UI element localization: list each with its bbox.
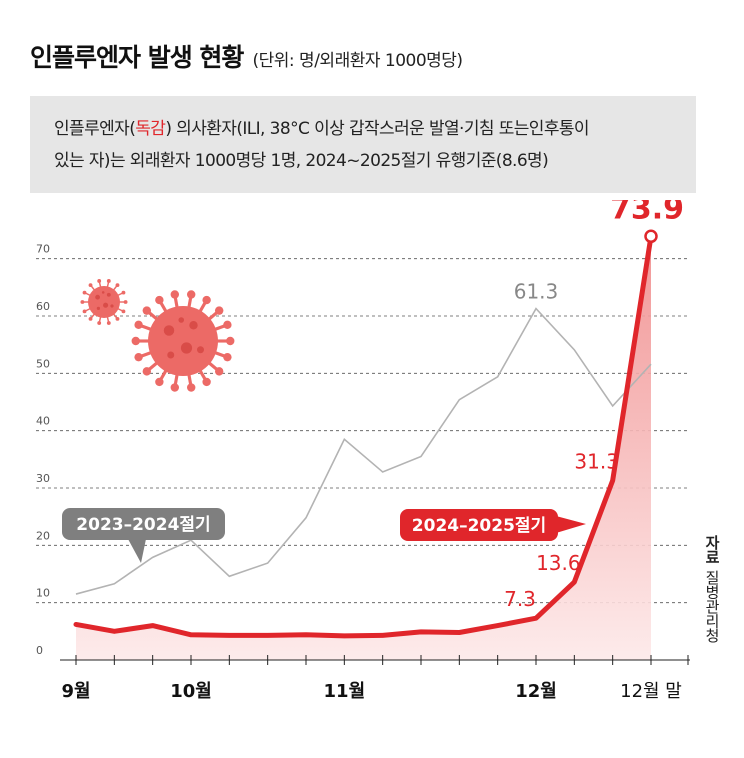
- virus-spike-tip: [115, 283, 120, 288]
- virus-dot: [189, 321, 198, 330]
- virus-spike-tip: [80, 300, 85, 304]
- virus-dot: [167, 351, 175, 359]
- virus-spike-tip: [142, 367, 152, 376]
- title-row: 인플루엔자 발생 현황 (단위: 명/외래환자 1000명당): [30, 38, 463, 74]
- virus-spike-tip: [82, 309, 87, 314]
- x-tick-label: 12월: [515, 681, 557, 702]
- area-fill: [76, 236, 651, 660]
- tag-2024-2025: 2024–2025절기: [400, 509, 586, 541]
- virus-spike-tip: [170, 383, 179, 392]
- chart-title: 인플루엔자 발생 현황: [30, 43, 244, 72]
- virus-dot: [110, 304, 114, 308]
- virus-spike-tip: [223, 352, 232, 362]
- virus-dot: [101, 291, 105, 294]
- source-org: 질병관리청: [703, 570, 721, 643]
- virus-spike-tip: [155, 377, 164, 387]
- virus-spike-tip: [214, 367, 224, 376]
- data-label-2024-2025: 13.6: [536, 551, 581, 575]
- virus-dot: [163, 325, 175, 336]
- virus-dot: [197, 346, 204, 354]
- virus-spike-tip: [155, 295, 164, 305]
- virus-dot: [106, 292, 111, 297]
- virus-spike-tip: [121, 309, 126, 314]
- data-label-2024-2025: 7.3: [504, 587, 536, 611]
- tag-2023-2024-bg: [62, 508, 225, 540]
- virus-spike-tip: [82, 290, 87, 295]
- y-tick-label: 0: [36, 644, 43, 657]
- series-2023-2024: [75, 307, 652, 595]
- series-tags: 2023–2024절기 2024–2025절기: [62, 508, 586, 563]
- virus-spike-tip: [131, 336, 140, 346]
- y-tick-label: 70: [36, 243, 50, 256]
- y-tick-label: 60: [36, 300, 50, 313]
- virus-spike-tip: [226, 336, 235, 346]
- unit-label: (단위: 명/외래환자 1000명당): [252, 51, 464, 71]
- y-tick-label: 50: [36, 357, 50, 370]
- y-tick-label: 10: [36, 587, 50, 600]
- note-highlight: 독감: [135, 119, 166, 139]
- virus-body: [148, 306, 218, 376]
- tag-2024-2025-text: 2024–2025절기: [412, 515, 546, 536]
- series-2024-2025: [73, 229, 658, 639]
- note-line-1: 인플루엔자(독감) 의사환자(ILI, 38°C 이상 갑작스러운 발열·기침 …: [54, 119, 590, 139]
- virus-spike-tip: [123, 300, 128, 304]
- virus-spike-tip: [88, 283, 93, 288]
- virus-dot: [178, 317, 185, 323]
- virus-dot: [103, 302, 109, 308]
- x-tick-label: 11월: [324, 681, 366, 702]
- tag-2024-2025-bg: [400, 509, 558, 541]
- virus-spike-tip: [134, 320, 143, 330]
- virus-dot: [95, 294, 100, 300]
- virus-spike-tip: [170, 290, 179, 299]
- virus-spike-tip: [106, 279, 111, 283]
- x-tick-label: 10월: [170, 681, 212, 702]
- line-2023-2024: [75, 307, 652, 595]
- data-label-2024-2025: 31.3: [574, 450, 619, 474]
- area-2024-2025: [76, 236, 651, 660]
- virus-dot: [96, 306, 100, 310]
- virus-spike-tip: [88, 316, 93, 321]
- note-line-2: 있는 자)는 외래환자 1000명당 1명, 2024~2025절기 유행기준(…: [54, 151, 549, 171]
- virus-spike-tip: [97, 279, 102, 283]
- definition-note: 인플루엔자(독감) 의사환자(ILI, 38°C 이상 갑작스러운 발열·기침 …: [30, 96, 696, 193]
- virus-spike-tip: [115, 316, 120, 321]
- virus-spike-tip: [134, 352, 143, 362]
- virus-spike-tip: [142, 306, 152, 315]
- virus-dot: [180, 342, 193, 354]
- virus-spike-tip: [214, 306, 224, 315]
- virus-spike-tip: [223, 320, 232, 330]
- y-tick-label: 40: [36, 415, 50, 428]
- virus-spike-tip: [121, 290, 126, 295]
- tag-2023-2024-pointer: [128, 539, 146, 563]
- virus-illustration: [80, 279, 235, 392]
- virus-spike-tip: [97, 321, 102, 325]
- line-2024-2025: [73, 233, 654, 639]
- source-label: 자료: [703, 535, 721, 564]
- source-credit: 자료질병관리청: [702, 535, 723, 643]
- virus-spike-tip: [187, 290, 196, 299]
- x-tick-label: 12월 말: [620, 681, 682, 702]
- data-labels: 61.3 7.313.6 31.3 73.9: [504, 200, 684, 611]
- virus-spike-tip: [202, 295, 211, 305]
- virus-large-icon: [131, 290, 235, 392]
- tag-2023-2024-text: 2023–2024절기: [76, 514, 210, 535]
- virus-spike-tip: [106, 321, 111, 325]
- virus-small-icon: [80, 279, 128, 325]
- data-label-2024-2025: 73.9: [610, 200, 684, 226]
- virus-body: [88, 286, 120, 318]
- virus-spike-tip: [187, 383, 196, 392]
- tag-2023-2024: 2023–2024절기: [62, 508, 225, 563]
- x-tick-label: 9월: [61, 681, 90, 702]
- endpoint-2024-2025: [644, 229, 658, 244]
- x-axis: 9월 10월 11월 12월 12월 말: [60, 655, 690, 702]
- influenza-line-chart: 0 10 20 30 40 50 60 70 9월 10월 11월 12월 12월 말 61.3 7.3…: [36, 200, 690, 702]
- y-tick-label: 20: [36, 529, 50, 542]
- tag-2024-2025-pointer: [556, 516, 586, 533]
- virus-spike-tip: [202, 377, 211, 387]
- y-tick-label: 30: [36, 472, 50, 485]
- data-label-2023-2024: 61.3: [514, 280, 559, 304]
